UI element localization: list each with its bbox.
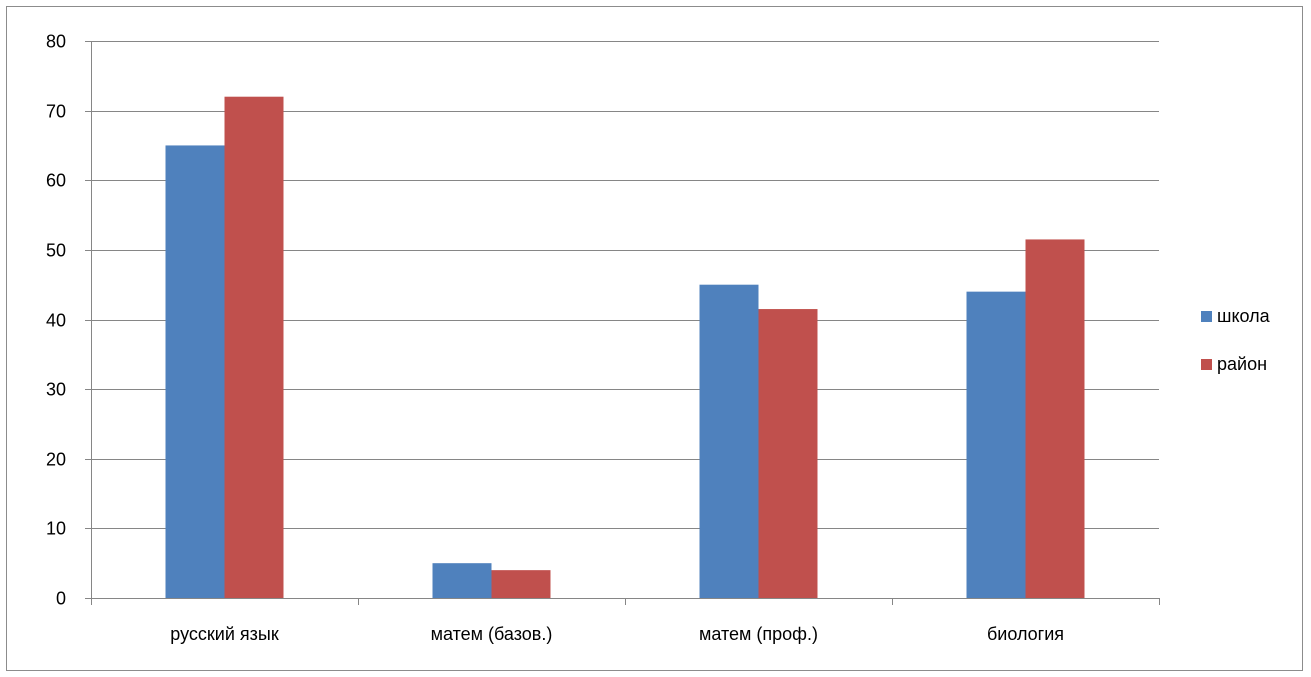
bar-school	[432, 563, 492, 598]
legend-label: район	[1217, 354, 1267, 374]
legend: школа район	[1201, 306, 1271, 374]
bar-district	[1025, 239, 1085, 598]
bar-district	[224, 96, 284, 598]
bar-school	[699, 284, 759, 598]
bar-school	[165, 145, 225, 598]
x-tick-label: биология	[987, 624, 1064, 644]
axes	[85, 41, 1160, 605]
legend-swatch	[1201, 359, 1212, 370]
legend-swatch	[1201, 311, 1212, 322]
y-tick-label: 10	[46, 519, 66, 539]
y-tick-label: 0	[56, 589, 66, 609]
bars	[165, 96, 1085, 598]
y-tick-label: 80	[46, 32, 66, 52]
bar-district	[491, 570, 551, 598]
bar-district	[758, 309, 818, 598]
legend-label: школа	[1217, 306, 1271, 326]
y-tick-label: 40	[46, 311, 66, 331]
x-tick-label: русский язык	[170, 624, 279, 644]
x-tick-label: матем (базов.)	[431, 624, 553, 644]
y-tick-label: 60	[46, 171, 66, 191]
y-tick-label: 50	[46, 241, 66, 261]
y-tick-label: 20	[46, 450, 66, 470]
y-tick-label: 70	[46, 102, 66, 122]
bar-school	[966, 291, 1026, 598]
y-tick-label: 30	[46, 380, 66, 400]
x-tick-label: матем (проф.)	[699, 624, 818, 644]
y-axis-tick-labels: 0 10 20 30 40 50 60 70 80	[46, 32, 66, 609]
x-axis-tick-labels: русский язык матем (базов.) матем (проф.) б…	[170, 624, 1064, 644]
